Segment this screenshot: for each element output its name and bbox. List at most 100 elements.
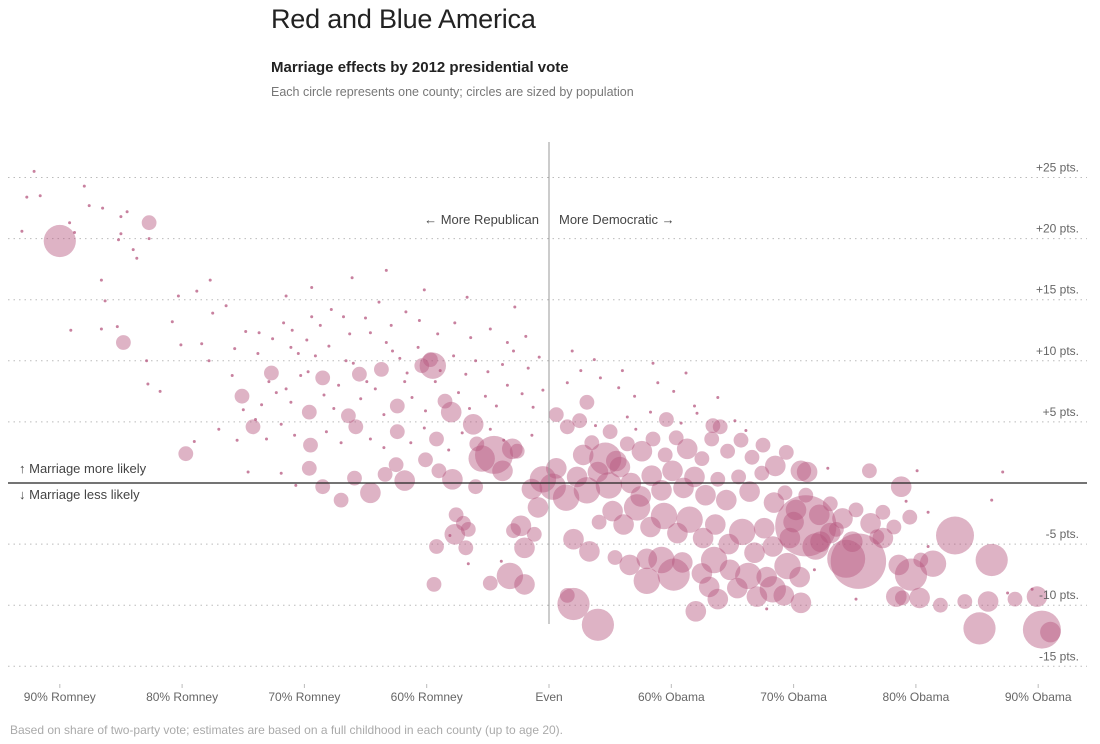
county-bubble (716, 396, 720, 399)
county-bubble (483, 394, 487, 398)
county-bubble (389, 424, 405, 440)
county-bubble (469, 336, 473, 340)
county-bubble (429, 539, 444, 554)
y-tick-label: -10 pts. (1039, 588, 1079, 602)
county-bubble (410, 396, 414, 399)
chart-description: Each circle represents one county; circl… (271, 85, 634, 99)
county-bubble (705, 418, 721, 433)
county-bubble (936, 516, 974, 555)
county-bubble (424, 409, 427, 413)
county-bubble (798, 487, 814, 503)
county-bubble (468, 445, 495, 472)
county-bubble (904, 499, 908, 503)
county-bubble (192, 440, 196, 443)
county-bubble (1007, 591, 1023, 607)
county-bubble (403, 380, 407, 384)
county-bubble (606, 450, 627, 472)
county-bubble (265, 437, 268, 441)
county-bubble (377, 467, 393, 482)
county-bubble (384, 268, 388, 272)
county-bubble (783, 511, 804, 533)
county-bubble (147, 237, 151, 241)
county-bubble (559, 588, 575, 603)
county-bubble (305, 338, 309, 342)
county-bubble (464, 372, 468, 376)
county-bubble (602, 424, 618, 440)
county-bubble (382, 413, 386, 417)
county-bubble (506, 523, 521, 539)
county-bubble (43, 224, 76, 258)
county-bubble (657, 558, 690, 591)
county-bubble (178, 446, 194, 462)
county-bubble (720, 443, 735, 459)
county-bubble (765, 455, 786, 477)
county-bubble (872, 527, 894, 549)
y-tick-label: +25 pts. (1036, 161, 1079, 175)
county-bubble (796, 461, 818, 483)
county-bubble (344, 359, 348, 363)
county-bubble (648, 546, 675, 574)
county-bubble (341, 408, 356, 424)
county-bubble (570, 349, 574, 353)
county-bubble (777, 485, 793, 501)
county-bubble (457, 391, 460, 395)
county-bubble (257, 331, 261, 335)
county-bubble (195, 289, 199, 293)
county-bubble (617, 386, 621, 390)
gridlines (8, 177, 1087, 667)
county-bubble (718, 533, 740, 555)
x-tick-label: 70% Romney (268, 690, 340, 704)
county-bubble (32, 169, 36, 173)
county-bubble (679, 421, 683, 425)
county-bubble (99, 278, 103, 282)
county-bubble (656, 381, 660, 385)
county-bubble (224, 304, 228, 308)
county-bubble (116, 335, 131, 350)
county-bubble (667, 522, 688, 544)
county-bubble (364, 316, 367, 320)
county-bubble (1030, 587, 1034, 591)
county-bubble (458, 540, 474, 556)
county-bubble (609, 456, 631, 478)
county-bubble (565, 381, 569, 385)
county-bubble (623, 494, 651, 521)
axis-labels: +25 pts. +20 pts. +15 pts. +10 pts. +5 pts. -… (24, 161, 1079, 705)
county-bubble (234, 388, 250, 404)
county-bubble (505, 383, 509, 387)
county-bubble (448, 507, 464, 523)
county-bubble (254, 418, 257, 421)
county-bubble (695, 484, 716, 506)
y-tick-label: +5 pts. (1043, 405, 1079, 419)
county-bubble (267, 380, 271, 384)
county-bubble (693, 404, 696, 408)
county-bubble (442, 469, 463, 490)
county-bubble (217, 427, 221, 431)
county-bubble (119, 232, 123, 236)
county-bubble (572, 413, 587, 429)
county-bubble (496, 562, 524, 590)
county-bubble (1022, 610, 1061, 649)
county-bubble (753, 517, 775, 539)
county-bubble (315, 479, 331, 495)
county-bubble (315, 370, 331, 386)
county-bubble (587, 461, 609, 483)
county-bubble (684, 371, 688, 375)
x-tick-label: 70% Obama (760, 690, 827, 704)
chart-title: Red and Blue America (271, 4, 536, 34)
county-bubble (388, 457, 404, 473)
county-bubble (394, 470, 416, 491)
county-bubble (294, 483, 298, 487)
county-bubble (631, 440, 653, 462)
county-bubble (431, 463, 447, 479)
county-bubble (368, 331, 372, 335)
marriage-more-likely-label: ↑ Marriage more likely (19, 461, 147, 476)
county-bubble (933, 597, 948, 613)
county-bubble (729, 518, 756, 546)
county-bubble (762, 536, 784, 557)
footnote: Based on share of two-party vote; estima… (10, 723, 564, 737)
county-bubble (475, 435, 513, 474)
county-bubble (1040, 621, 1061, 643)
county-bubble (640, 516, 661, 538)
county-bubble (744, 542, 765, 563)
county-bubble (382, 446, 386, 450)
